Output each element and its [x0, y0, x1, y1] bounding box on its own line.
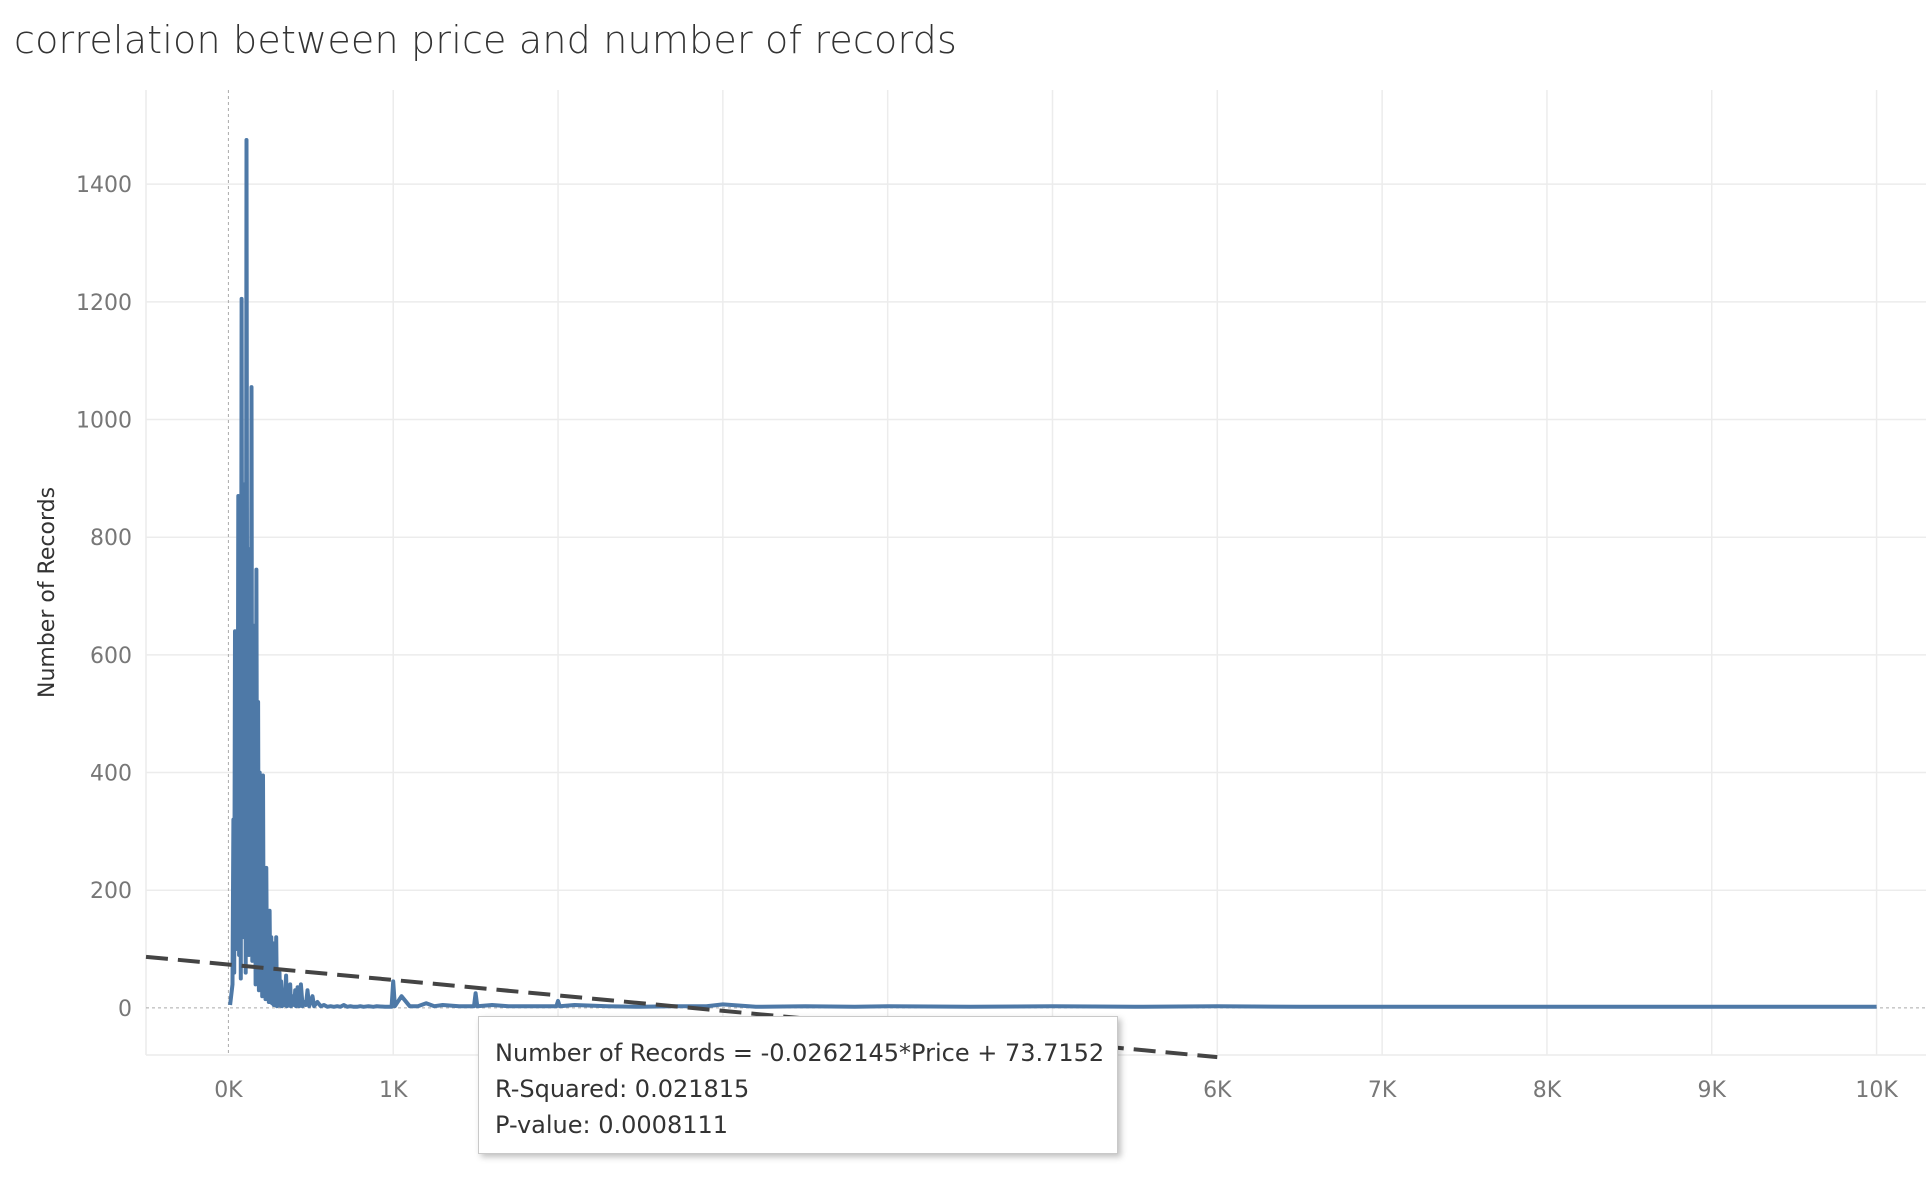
- x-tick-label: 9K: [1698, 1078, 1727, 1103]
- x-tick-label: 10K: [1855, 1078, 1898, 1103]
- y-tick-label: 1000: [76, 409, 132, 434]
- grid-layer: [145, 90, 1926, 1056]
- series-layer: [228, 138, 1877, 1009]
- chart-title: correlation between price and number of …: [14, 18, 957, 62]
- y-tick-label: 800: [90, 526, 132, 551]
- x-tick-label: 8K: [1533, 1078, 1562, 1103]
- axis-layer: [146, 90, 1926, 1055]
- y-axis-title: Number of Records: [35, 487, 60, 698]
- y-tick-label: 200: [90, 879, 132, 904]
- series-line: [228, 138, 1877, 1009]
- tooltip-r-squared: R-Squared: 0.021815: [495, 1075, 750, 1103]
- y-tick-label: 400: [90, 762, 132, 787]
- label-layer: 0K 1K 6K 7K 8K 9K 10K 0 200 400 600 800 1000 1200 1400…: [35, 173, 1898, 1103]
- x-tick-label: 6K: [1203, 1078, 1232, 1103]
- tooltip-equation: Number of Records = -0.0262145*Price + 7…: [495, 1039, 1105, 1067]
- trend-tooltip: Number of Records = -0.0262145*Price + 7…: [478, 1016, 1118, 1154]
- y-tick-label: 1200: [76, 291, 132, 316]
- x-tick-label: 1K: [379, 1078, 408, 1103]
- x-tick-label: 7K: [1368, 1078, 1397, 1103]
- tooltip-p-value: P-value: 0.0008111: [495, 1111, 729, 1139]
- y-tick-label: 1400: [76, 173, 132, 198]
- y-tick-label: 0: [118, 997, 132, 1022]
- y-tick-label: 600: [90, 644, 132, 669]
- x-tick-label: 0K: [214, 1078, 243, 1103]
